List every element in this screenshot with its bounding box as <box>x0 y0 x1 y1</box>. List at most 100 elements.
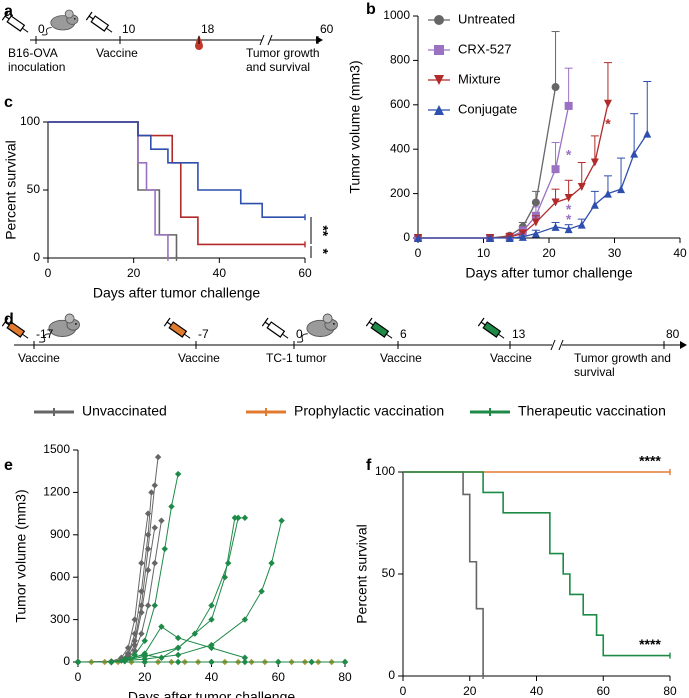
timeline-day: 0 <box>296 327 303 341</box>
marker <box>144 531 152 538</box>
x-tick-label: 0 <box>415 246 422 260</box>
marker <box>138 559 145 567</box>
syringe-icon <box>477 317 508 343</box>
marker <box>531 218 540 227</box>
marker <box>486 234 495 242</box>
y-tick-label: 900 <box>50 527 70 541</box>
x-tick-label: 60 <box>597 684 611 698</box>
x-tick-label: 40 <box>213 266 227 280</box>
y-tick-label: 0 <box>388 668 395 682</box>
timeline-label: Vaccine <box>18 351 60 365</box>
marker <box>577 182 586 191</box>
marker <box>531 198 540 207</box>
timeline-label: B16-OVA inoculation <box>8 46 66 74</box>
marker <box>551 222 560 231</box>
x-tick-label: 60 <box>298 266 312 280</box>
timeline-label: Tumor growth and survival <box>246 46 320 74</box>
timeline-a <box>1 9 323 50</box>
x-tick-label: 80 <box>663 684 677 698</box>
series-line <box>418 103 609 239</box>
marker <box>414 234 422 242</box>
marker <box>174 634 182 642</box>
x-tick-label: 0 <box>75 670 82 684</box>
marker <box>231 514 239 522</box>
x-tick-label: 20 <box>127 266 141 280</box>
annotation: * <box>566 211 572 227</box>
marker <box>124 644 132 652</box>
series-line <box>418 133 648 239</box>
y-tick-label: 300 <box>50 612 70 626</box>
mouse-line <box>77 513 149 663</box>
marker <box>241 654 249 661</box>
marker <box>308 658 315 666</box>
marker <box>141 650 148 657</box>
y-tick-label: 1200 <box>43 485 70 499</box>
marker <box>241 616 249 623</box>
marker <box>141 637 148 644</box>
y-tick-label: 200 <box>390 186 410 200</box>
x-tick-label: 80 <box>338 670 352 684</box>
annotation: **** <box>639 636 661 652</box>
marker <box>531 229 540 238</box>
marker <box>151 524 158 531</box>
mouse-icon <box>41 9 79 36</box>
mouse-line <box>78 517 236 663</box>
marker <box>268 559 275 567</box>
syringe-icon <box>261 317 292 343</box>
legend-marker <box>434 75 444 85</box>
marker <box>144 510 152 517</box>
timeline-day: 13 <box>512 327 526 341</box>
x-tick-label: 20 <box>138 670 152 684</box>
series-line <box>418 105 570 239</box>
marker <box>148 489 155 496</box>
timeline-label: Vaccine <box>96 46 138 60</box>
y-tick-label: 400 <box>390 141 410 155</box>
timeline-day: 0 <box>38 22 45 36</box>
marker <box>174 470 182 478</box>
panel-letter: a <box>4 3 13 20</box>
y-tick-label: 100 <box>375 464 395 478</box>
annotation: * <box>605 115 611 131</box>
marker <box>208 658 215 666</box>
marker <box>138 630 145 637</box>
survival-curve <box>48 121 305 246</box>
panel-letter: e <box>4 457 13 474</box>
panel-letter: b <box>366 1 376 18</box>
marker <box>151 602 158 609</box>
y-tick-label: 600 <box>50 569 70 583</box>
marker <box>241 514 249 522</box>
marker <box>208 644 215 652</box>
panel-letter: d <box>4 311 14 328</box>
x-tick-label: 40 <box>205 670 219 684</box>
timeline-day: 18 <box>201 22 215 36</box>
y-tick-label: 50 <box>27 182 41 196</box>
legend-label: Unvaccinated <box>82 403 167 419</box>
survival-curve <box>403 471 670 657</box>
marker <box>161 545 168 553</box>
timeline-day: -7 <box>198 327 209 341</box>
legend-marker <box>434 45 444 55</box>
marker <box>590 200 599 209</box>
timeline-arrow <box>680 341 687 349</box>
legend-label: Untreated <box>458 11 515 26</box>
y-tick-label: 1500 <box>43 442 70 456</box>
marker <box>603 99 612 108</box>
x-tick-label: 10 <box>477 246 491 260</box>
marker <box>617 185 626 194</box>
annotation: **** <box>639 453 661 469</box>
x-tick-label: 20 <box>542 246 556 260</box>
marker <box>590 158 599 167</box>
survival-curve <box>48 121 305 218</box>
marker <box>341 658 349 666</box>
annotation: * <box>566 147 572 163</box>
marker <box>154 453 162 461</box>
marker <box>551 165 560 174</box>
marker <box>643 129 652 138</box>
annotation: ** <box>315 225 331 236</box>
marker <box>151 482 158 489</box>
x-axis-label: Days after tumor challenge <box>128 689 296 698</box>
x-tick-label: 0 <box>45 266 52 280</box>
marker <box>138 609 145 616</box>
timeline-arrow <box>316 36 323 44</box>
